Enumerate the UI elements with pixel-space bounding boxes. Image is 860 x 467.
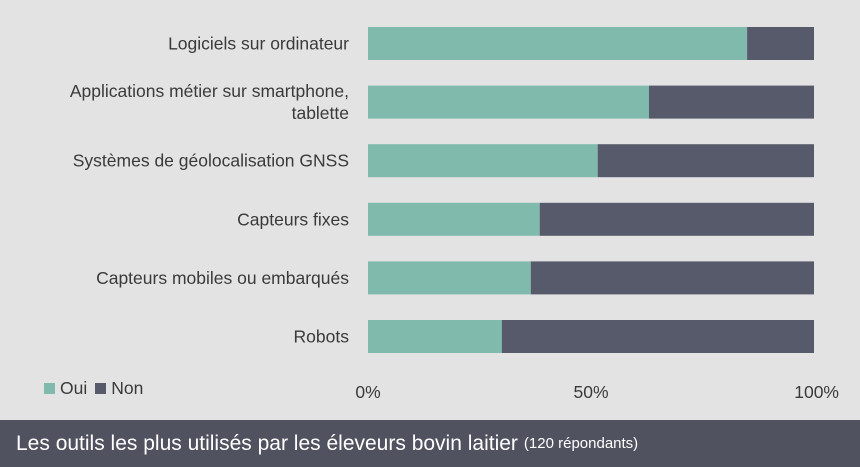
bars: [368, 27, 814, 353]
bar-segment-non-2: [597, 144, 814, 178]
x-tick-label-0: 0%: [355, 382, 380, 402]
x-tick-label-2: 100%: [794, 382, 839, 402]
category-labels: Logiciels sur ordinateur Applications mét…: [70, 34, 349, 347]
x-axis-ticks: 0% 50% 100%: [355, 382, 839, 402]
chart-title: Les outils les plus utilisés par les éle…: [16, 431, 518, 455]
legend-swatch-non: [95, 383, 107, 394]
bar-segment-oui-4: [368, 261, 531, 295]
bar-segment-oui-2: [368, 144, 598, 178]
bar-segment-oui-1: [368, 85, 649, 119]
category-label-0: Logiciels sur ordinateur: [168, 34, 349, 54]
bar-segment-non-4: [530, 261, 814, 295]
legend: Oui Non: [44, 378, 151, 399]
legend-label-non: Non: [111, 378, 144, 398]
chart-title-bar: Les outils les plus utilisés par les éle…: [0, 420, 860, 467]
category-label-1: Applications métier sur smartphone, table…: [70, 81, 349, 123]
legend-label-oui: Oui: [60, 378, 88, 398]
legend-item-oui: Oui: [44, 378, 87, 399]
bar-segment-non-0: [747, 27, 814, 60]
bar-segment-oui-5: [368, 320, 502, 353]
legend-item-non: Non: [95, 378, 143, 399]
chart-subtitle: (120 répondants): [523, 435, 639, 452]
category-label-4: Capteurs mobiles ou embarqués: [96, 268, 349, 288]
category-label-5: Robots: [294, 327, 350, 347]
bar-segment-non-1: [648, 85, 814, 119]
bar-segment-non-5: [501, 320, 814, 353]
category-label-2: Systèmes de géolocalisation GNSS: [73, 151, 349, 171]
category-label-3: Capteurs fixes: [237, 209, 349, 229]
bar-segment-oui-3: [368, 202, 540, 236]
stacked-bar-chart: Logiciels sur ordinateur Applications mét…: [70, 27, 839, 402]
x-tick-label-1: 50%: [573, 382, 608, 402]
bar-segment-non-3: [539, 202, 814, 236]
legend-swatch-oui: [44, 383, 55, 394]
bar-segment-oui-0: [368, 27, 748, 60]
